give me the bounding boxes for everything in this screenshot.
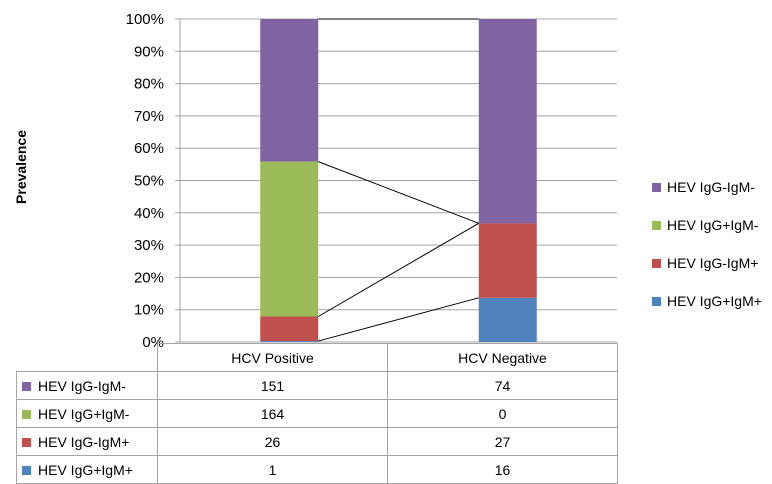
- legend-label: HEV IgG+IgM-: [667, 217, 759, 233]
- table-cell: 74: [387, 371, 618, 400]
- legend-label: HEV IgG-IgM+: [667, 255, 759, 271]
- legend-swatch: [652, 258, 661, 268]
- legend-swatch: [22, 410, 31, 420]
- bar-segment: [478, 297, 537, 342]
- table-cell: 151: [157, 371, 388, 400]
- legend-item: HEV IgG+IgM-: [652, 206, 762, 244]
- table-row-label: HEV IgG+IgM+: [16, 455, 158, 484]
- bar-segment: [260, 19, 319, 162]
- series-line: [317, 222, 480, 317]
- legend-item: HEV IgG-IgM-: [652, 168, 762, 206]
- legend-item: HEV IgG+IgM+: [652, 282, 762, 320]
- y-axis-label: Prevalence: [13, 130, 29, 204]
- bar-segment: [478, 223, 537, 298]
- legend-swatch: [22, 382, 31, 392]
- legend-swatch: [652, 182, 661, 192]
- legend-label: HEV IgG-IgM-: [667, 179, 755, 195]
- table-col-header: HCV Positive: [157, 343, 388, 372]
- table-cell: 16: [387, 455, 618, 484]
- legend-swatch: [22, 438, 31, 448]
- legend-swatch: [652, 296, 661, 306]
- table-row: HEV IgG+IgM+ 1 16: [16, 455, 618, 484]
- table-row-label: HEV IgG+IgM-: [16, 399, 158, 428]
- bar-segment: [260, 161, 319, 317]
- y-tick-label: 20%: [134, 269, 164, 286]
- y-tick-label: 40%: [134, 205, 164, 222]
- table-row-label: HEV IgG-IgM-: [16, 371, 158, 400]
- stacked-bar-chart: 0%10%20%30%40%50%60%70%80%90%100% Preval…: [13, 11, 617, 351]
- bar-segment: [260, 341, 319, 342]
- series-line: [318, 161, 479, 224]
- y-tick-label: 70%: [134, 108, 164, 125]
- table-cell: 26: [157, 427, 388, 456]
- legend-swatch: [22, 466, 31, 476]
- bar-segment: [478, 19, 537, 224]
- series-line: [318, 297, 479, 342]
- y-tick-label: 100%: [126, 11, 164, 28]
- legend-swatch: [652, 220, 661, 230]
- table-cell: 27: [387, 427, 618, 456]
- legend: HEV IgG-IgM- HEV IgG+IgM- HEV IgG-IgM+ HEV …: [652, 168, 762, 320]
- table-row: HEV IgG-IgM- 151 74: [16, 371, 618, 400]
- table-row: HEV IgG+IgM- 164 0: [16, 399, 618, 428]
- table-cell: 1: [157, 455, 388, 484]
- table-col-header: HCV Negative: [387, 343, 618, 372]
- y-tick-label: 50%: [134, 173, 164, 190]
- y-tick-label: 10%: [134, 302, 164, 319]
- y-tick-label: 90%: [134, 43, 164, 60]
- table-cell: 0: [387, 399, 618, 428]
- table-cell: 164: [157, 399, 388, 428]
- bar-segment: [260, 316, 319, 342]
- table-corner: [16, 343, 158, 372]
- y-tick-label: 30%: [134, 237, 164, 254]
- legend-label: HEV IgG+IgM+: [667, 293, 762, 309]
- legend-item: HEV IgG-IgM+: [652, 244, 762, 282]
- table-row-label: HEV IgG-IgM+: [16, 427, 158, 456]
- y-tick-label: 60%: [134, 140, 164, 157]
- data-table: HCV Positive HCV Negative HEV IgG-IgM- 1…: [16, 343, 618, 484]
- table-row: HEV IgG-IgM+ 26 27: [16, 427, 618, 456]
- y-tick-label: 80%: [134, 76, 164, 93]
